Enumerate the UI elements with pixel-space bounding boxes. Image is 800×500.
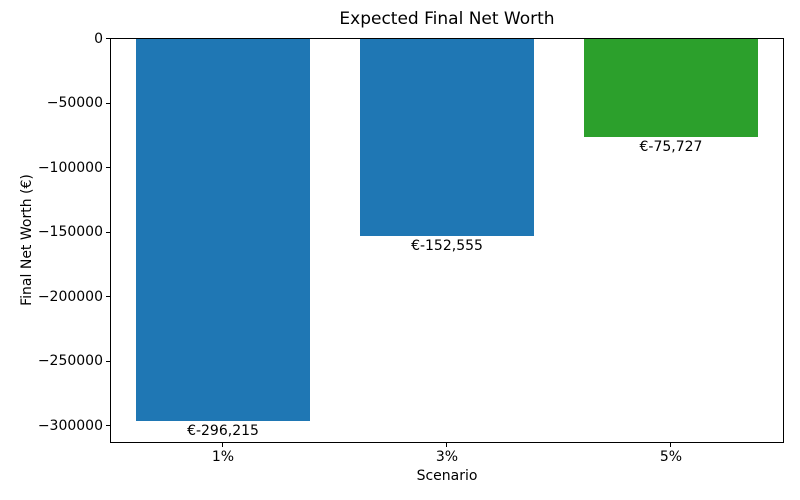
- bar: [583, 39, 759, 137]
- x-tick-mark: [670, 443, 672, 447]
- bar-value-label: €-75,727: [639, 138, 703, 155]
- x-tick-label: 3%: [435, 449, 459, 465]
- bar: [135, 39, 311, 421]
- y-tick-mark: [106, 167, 110, 169]
- y-tick-label: −100000: [37, 159, 103, 176]
- plot-area: €-296,215 €-152,555 €-75,727 0 −50000 −10000…: [38, 31, 784, 465]
- y-tick-label: 0: [94, 31, 103, 47]
- y-tick-label: −250000: [37, 353, 103, 370]
- bar: [359, 39, 535, 236]
- bar-value-label: €-296,215: [187, 422, 259, 439]
- chart-title: Expected Final Net Worth: [339, 9, 555, 29]
- x-tick-label: 1%: [211, 449, 235, 465]
- y-axis-label: Final Net Worth (€): [19, 174, 35, 306]
- y-tick-mark: [106, 296, 110, 298]
- x-axis-label: Scenario: [416, 468, 478, 484]
- y-tick-mark: [106, 102, 110, 104]
- y-tick-label: −50000: [46, 95, 103, 112]
- bar-value-label: €-152,555: [411, 237, 483, 254]
- y-tick-mark: [106, 38, 110, 40]
- y-tick-label: −300000: [37, 417, 103, 434]
- y-tick-label: −150000: [37, 224, 103, 241]
- x-tick-mark: [446, 443, 448, 447]
- y-tick-mark: [106, 360, 110, 362]
- y-tick-mark: [106, 425, 110, 427]
- x-tick-mark: [222, 443, 224, 447]
- y-tick-mark: [106, 231, 110, 233]
- y-tick-label: −200000: [37, 288, 103, 305]
- x-tick-label: 5%: [659, 449, 683, 465]
